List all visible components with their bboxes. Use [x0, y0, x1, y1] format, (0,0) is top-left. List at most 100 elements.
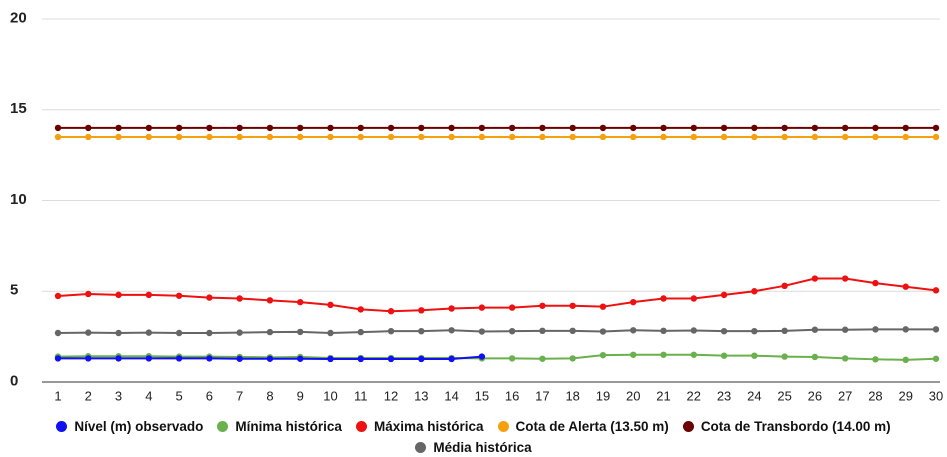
x-tick-label: 2: [85, 388, 92, 403]
data-point: [690, 295, 697, 302]
data-point: [327, 301, 334, 309]
data-point: [327, 329, 334, 337]
x-tick-label: 13: [414, 388, 428, 403]
data-point: [175, 292, 183, 299]
data-point: [599, 328, 607, 335]
data-point: [508, 304, 516, 311]
data-point: [811, 133, 819, 141]
legend-label: Cota de Alerta (13.50 m): [515, 419, 669, 434]
data-point: [630, 124, 637, 132]
data-point: [175, 329, 183, 337]
data-point: [751, 288, 758, 295]
data-point: [811, 275, 819, 282]
series: [54, 351, 940, 364]
y-tick-label: 0: [10, 372, 18, 389]
data-point: [932, 133, 940, 141]
data-point: [266, 133, 274, 141]
data-point: [720, 352, 728, 359]
data-point: [357, 355, 364, 363]
x-tick-label: 22: [687, 388, 701, 403]
data-point: [297, 298, 304, 306]
data-point: [599, 124, 607, 132]
x-tick-label: 17: [535, 388, 549, 403]
data-point: [236, 355, 243, 362]
x-tick-label: 6: [206, 388, 213, 403]
x-tick-label: 11: [354, 388, 368, 403]
data-point: [115, 133, 122, 141]
data-point: [85, 133, 92, 141]
x-tick-label: 24: [747, 388, 761, 403]
series: [54, 326, 940, 337]
data-point: [175, 124, 183, 132]
data-point: [448, 327, 455, 334]
data-point: [841, 124, 849, 132]
legend-marker: [355, 421, 367, 432]
data-point: [660, 327, 667, 335]
data-point: [206, 355, 213, 362]
data-point: [297, 133, 304, 141]
data-point: [448, 305, 455, 312]
legend-label: Média histórica: [433, 440, 532, 455]
x-tick-label: 29: [898, 388, 912, 403]
data-point: [418, 307, 425, 314]
data-point: [720, 291, 728, 299]
data-point: [811, 353, 819, 361]
data-point: [508, 133, 516, 141]
x-tick-label: 12: [384, 388, 398, 403]
legend-item: Mínima histórica: [217, 417, 342, 436]
data-point: [145, 355, 153, 362]
series: [54, 275, 940, 315]
x-tick-label: 25: [777, 388, 791, 403]
data-point: [690, 124, 697, 132]
data-point: [720, 133, 728, 141]
data-point: [539, 355, 546, 362]
x-tick-label: 9: [297, 388, 304, 403]
data-point: [145, 124, 153, 132]
legend-item: Média histórica: [415, 438, 532, 457]
x-tick-label: 26: [808, 388, 822, 403]
data-point: [85, 329, 92, 336]
data-point: [85, 290, 92, 298]
data-point: [236, 133, 243, 141]
data-point: [720, 124, 728, 132]
legend-item: Cota de Transbordo (14.00 m): [682, 417, 891, 436]
data-point: [630, 327, 637, 334]
data-point: [811, 326, 819, 333]
legend-item: Nível (m) observado: [56, 417, 203, 436]
legend: Nível (m) observado Mínima histórica Máxim…: [0, 417, 947, 457]
data-point: [448, 124, 455, 132]
x-tick-label: 18: [565, 388, 579, 403]
x-tick-label: 28: [868, 388, 882, 403]
data-point: [54, 355, 62, 362]
data-point: [236, 329, 243, 336]
data-point: [751, 352, 758, 359]
data-point: [206, 124, 213, 132]
data-point: [841, 326, 849, 333]
legend-label: Nível (m) observado: [74, 419, 204, 434]
data-point: [54, 292, 62, 300]
x-tick-label: 10: [323, 388, 337, 403]
data-point: [932, 326, 940, 333]
data-point: [327, 124, 334, 132]
y-tick-label: 5: [10, 282, 18, 299]
data-point: [54, 329, 62, 337]
data-point: [902, 133, 909, 141]
data-point: [448, 355, 455, 363]
data-point: [478, 124, 486, 132]
data-point: [599, 351, 607, 359]
data-point: [508, 355, 516, 362]
data-point: [872, 124, 879, 132]
legend-marker: [497, 421, 509, 432]
data-point: [781, 327, 788, 335]
data-point: [539, 133, 546, 141]
legend-marker: [415, 442, 427, 453]
data-point: [690, 327, 697, 334]
y-tick-label: 15: [10, 100, 27, 117]
data-point: [630, 298, 637, 306]
data-point: [569, 302, 576, 309]
data-point: [751, 133, 758, 141]
data-point: [387, 308, 395, 315]
data-point: [781, 124, 788, 132]
x-tick-label: 3: [115, 388, 122, 403]
x-tick-label: 5: [175, 388, 182, 403]
